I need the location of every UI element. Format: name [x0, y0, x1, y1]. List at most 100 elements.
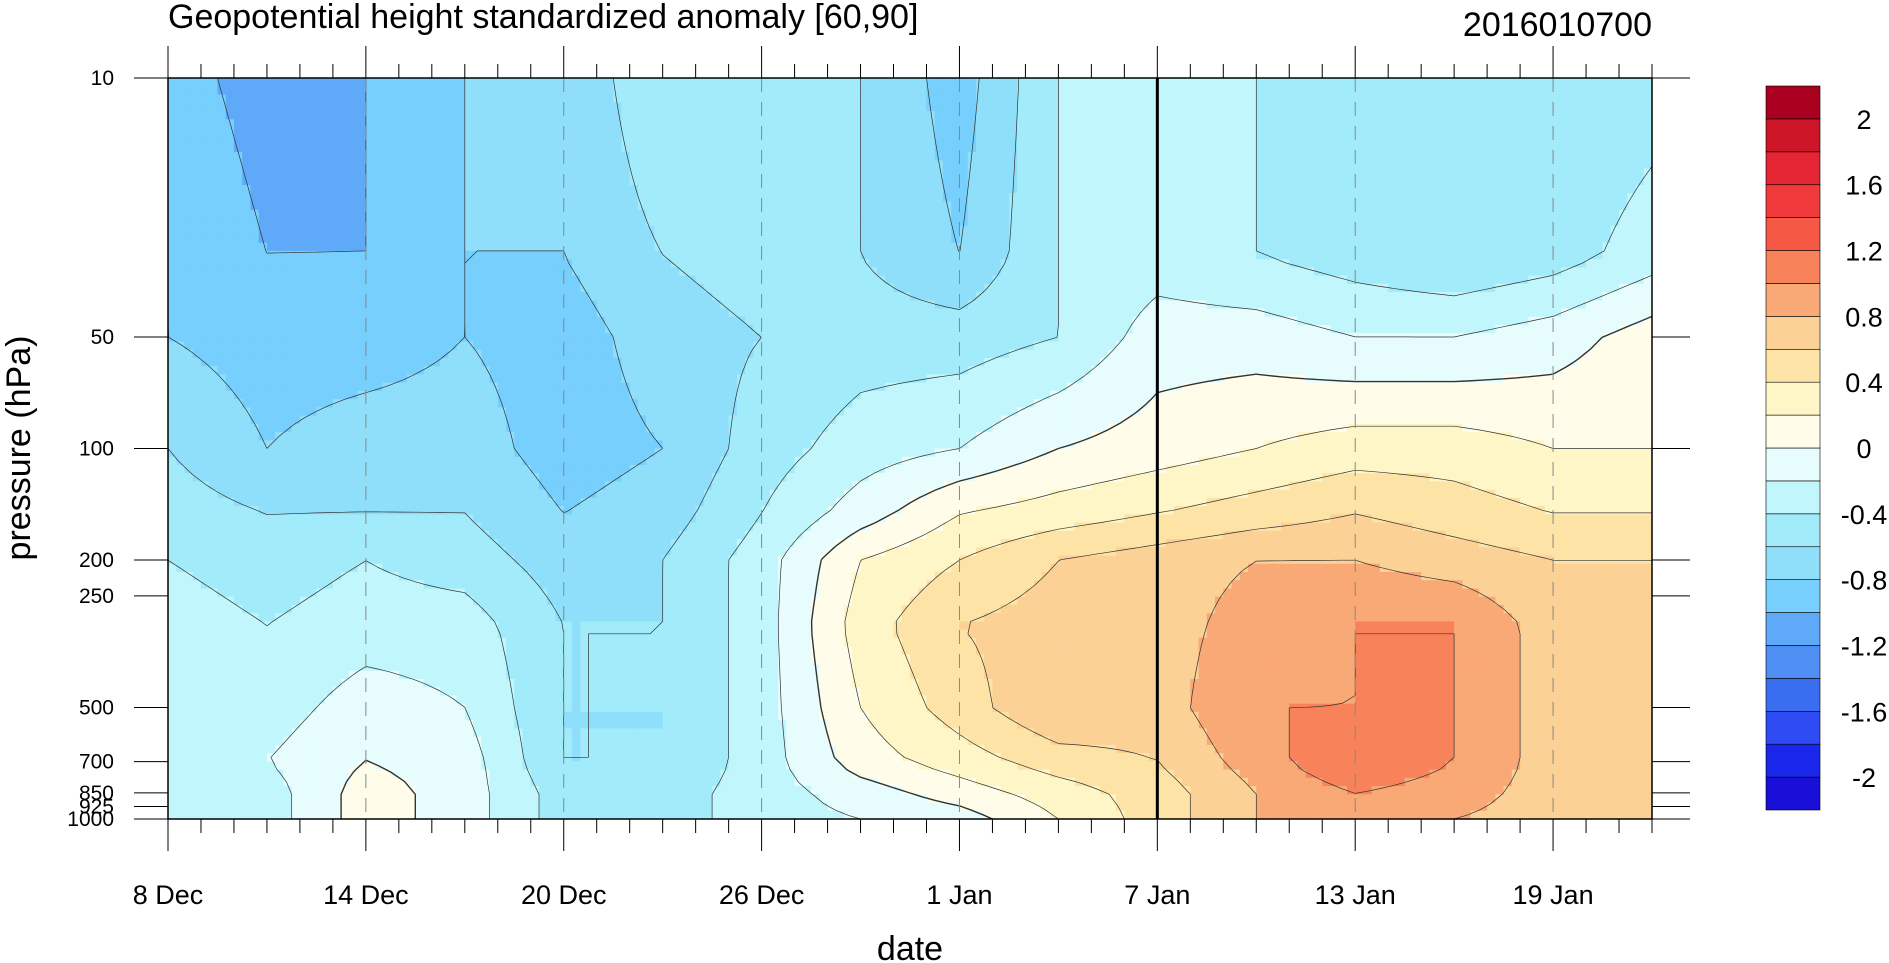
contour-cell: [1058, 169, 1067, 178]
contour-cell: [1611, 78, 1620, 87]
contour-cell: [1636, 202, 1645, 211]
contour-cell: [341, 103, 350, 112]
contour-cell: [1512, 86, 1521, 95]
contour-cell: [712, 127, 721, 136]
contour-cell: [663, 193, 672, 202]
contour-cell: [1050, 86, 1059, 95]
contour-cell: [1454, 119, 1463, 128]
contour-cell: [621, 119, 630, 128]
contour-cell: [1363, 94, 1372, 103]
contour-cell: [1553, 177, 1562, 186]
contour-cell: [712, 169, 721, 178]
contour-cell: [1050, 193, 1059, 202]
contour-cell: [432, 169, 441, 178]
contour-cell: [1281, 78, 1290, 87]
contour-cell: [1116, 119, 1125, 128]
contour-cell: [1446, 86, 1455, 95]
contour-cell: [506, 86, 515, 95]
contour-cell: [1281, 127, 1290, 136]
contour-cell: [407, 160, 416, 169]
contour-cell: [588, 119, 597, 128]
contour-cell: [407, 202, 416, 211]
contour-cell: [325, 169, 334, 178]
contour-cell: [869, 136, 878, 145]
contour-cell: [1306, 119, 1315, 128]
contour-cell: [597, 86, 606, 95]
contour-cell: [918, 177, 927, 186]
contour-cell: [1289, 193, 1298, 202]
contour-cell: [1009, 94, 1018, 103]
contour-cell: [1462, 202, 1471, 211]
contour-cell: [1570, 94, 1579, 103]
contour-cell: [292, 160, 301, 169]
contour-cell: [696, 119, 705, 128]
contour-cell: [250, 86, 259, 95]
contour-cell: [300, 103, 309, 112]
contour-cell: [1232, 136, 1241, 145]
contour-cell: [382, 177, 391, 186]
contour-cell: [1190, 202, 1199, 211]
contour-cell: [795, 94, 804, 103]
contour-cell: [1603, 152, 1612, 161]
contour-cell: [1446, 127, 1455, 136]
contour-cell: [391, 144, 400, 153]
contour-cell: [267, 119, 276, 128]
contour-cell: [762, 144, 771, 153]
contour-cell: [1594, 177, 1603, 186]
contour-cell: [424, 160, 433, 169]
contour-cell: [1413, 111, 1422, 120]
contour-cell: [506, 103, 515, 112]
contour-cell: [168, 202, 177, 211]
contour-cell: [391, 78, 400, 87]
contour-cell: [572, 202, 581, 211]
contour-cell: [861, 78, 870, 87]
contour-cell: [984, 177, 993, 186]
contour-cell: [217, 127, 226, 136]
contour-cell: [597, 202, 606, 211]
contour-cell: [861, 169, 870, 178]
contour-cell: [580, 111, 589, 120]
contour-cell: [250, 202, 259, 211]
contour-cell: [366, 94, 375, 103]
contour-cell: [613, 193, 622, 202]
contour-cell: [770, 127, 779, 136]
contour-cell: [1603, 136, 1612, 145]
contour-cell: [1232, 86, 1241, 95]
contour-cell: [1347, 103, 1356, 112]
contour-cell: [193, 202, 202, 211]
contour-cell: [374, 185, 383, 194]
contour-cell: [275, 202, 284, 211]
contour-cell: [547, 94, 556, 103]
contour-cell: [316, 202, 325, 211]
contour-cell: [457, 94, 466, 103]
contour-cell: [943, 86, 952, 95]
contour-cell: [448, 111, 457, 120]
contour-cell: [1479, 185, 1488, 194]
contour-cell: [1396, 119, 1405, 128]
contour-cell: [935, 193, 944, 202]
contour-cell: [1199, 103, 1208, 112]
contour-cell: [1083, 119, 1092, 128]
contour-cell: [729, 119, 738, 128]
contour-cell: [943, 94, 952, 103]
contour-cell: [844, 177, 853, 186]
contour-cell: [902, 103, 911, 112]
contour-cell: [1611, 193, 1620, 202]
contour-cell: [1001, 127, 1010, 136]
contour-cell: [1330, 78, 1339, 87]
contour-cell: [1075, 86, 1084, 95]
contour-cell: [1619, 127, 1628, 136]
contour-cell: [1207, 185, 1216, 194]
contour-cell: [737, 78, 746, 87]
contour-cell: [547, 78, 556, 87]
contour-cell: [1561, 127, 1570, 136]
contour-cell: [259, 177, 268, 186]
contour-cell: [490, 202, 499, 211]
contour-cell: [399, 177, 408, 186]
contour-cell: [1512, 127, 1521, 136]
contour-cell: [1454, 127, 1463, 136]
contour-cell: [514, 86, 523, 95]
contour-cell: [819, 111, 828, 120]
contour-cell: [918, 119, 927, 128]
contour-cell: [1438, 78, 1447, 87]
